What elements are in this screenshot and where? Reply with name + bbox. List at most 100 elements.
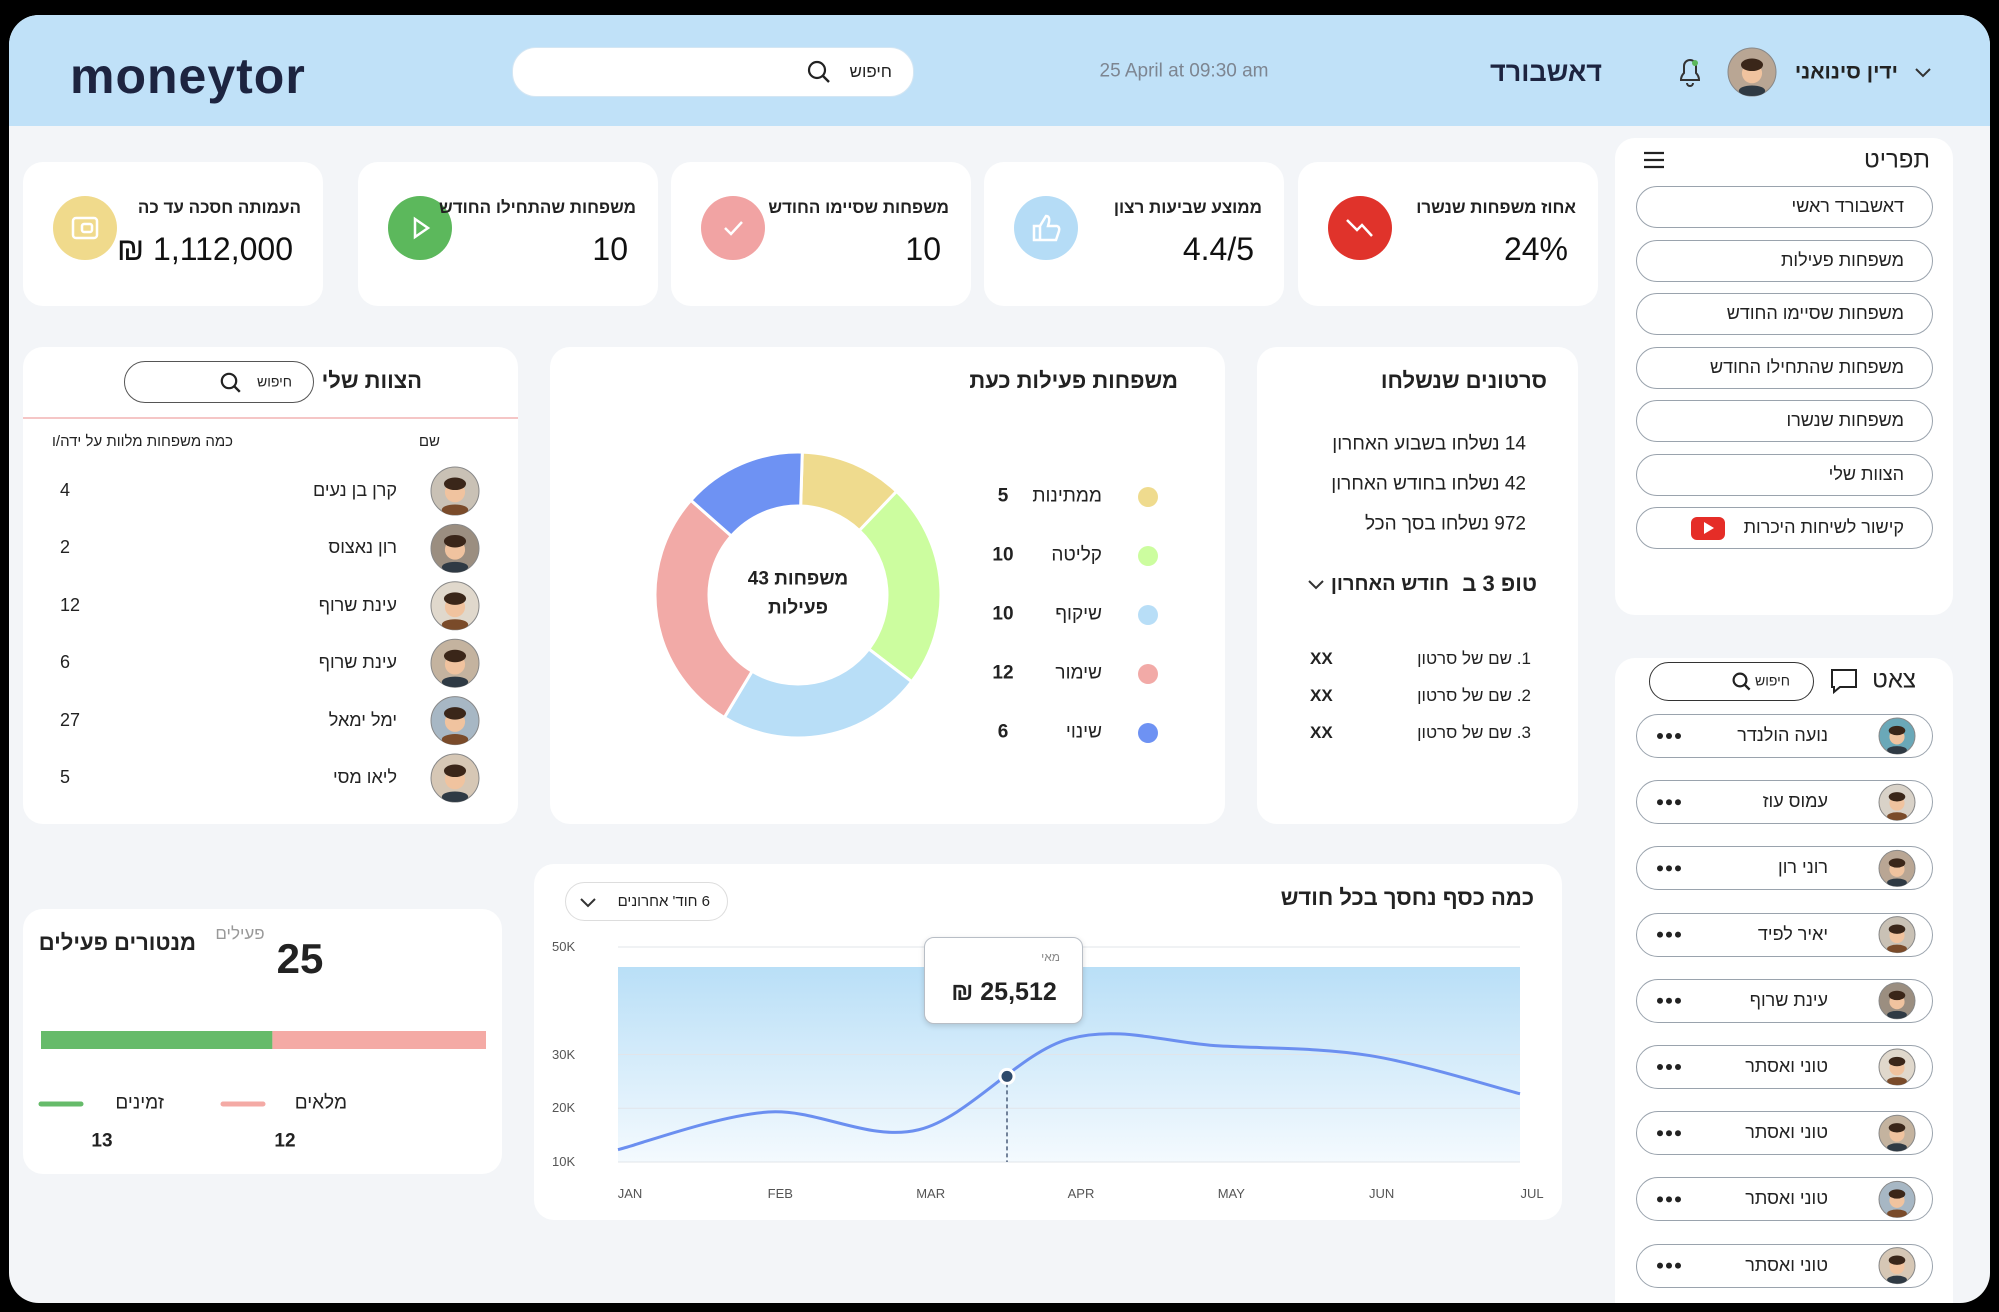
member-count: 12 [60, 595, 81, 615]
contact-name: רוני רון [1778, 857, 1828, 878]
x-tick-label: MAR [916, 1186, 946, 1202]
legend-value: 5 [997, 485, 1009, 507]
legend-value: 12 [992, 662, 1014, 684]
logo: moneytor [70, 48, 306, 104]
search-box[interactable] [512, 47, 914, 97]
x-tick-label: JUL [1520, 1186, 1544, 1202]
menu-item[interactable] [1636, 507, 1933, 549]
member-name: עינת שרוף [318, 652, 397, 673]
contact-name: טוני ואסתר [1745, 1254, 1828, 1275]
page-title: דאשבורד [1489, 56, 1603, 87]
user-name: ידין סינואני [1794, 60, 1898, 84]
legend-value: 13 [91, 1130, 113, 1152]
kpi-label: משפחות שסיימו החודש [768, 197, 949, 217]
video-stat: 14 נשלחו בשבוע האחרון [1332, 433, 1526, 455]
member-count: 5 [60, 767, 71, 788]
menu-item-label: משפחות פעילות [1780, 249, 1904, 270]
team-search[interactable] [124, 361, 314, 403]
kpi-label: משפחות שהתחילו החודש [439, 197, 636, 217]
video-count: XX [1310, 722, 1333, 742]
kpi-value: ₪ 1,112,000 [116, 230, 293, 267]
menu-item-label: משפחות שנשרו [1786, 410, 1904, 431]
mentors-count: 25 [276, 934, 324, 982]
y-tick-label: 50K [552, 939, 576, 955]
legend-value: 6 [997, 721, 1009, 743]
contact-name: עינת שרוף [1749, 990, 1828, 1010]
x-tick-label: FEB [767, 1186, 793, 1202]
kpi-label: העמותה חסכה עד כה [137, 197, 301, 217]
legend-label: שינוי [1065, 721, 1102, 743]
legend-label: שיקוף [1055, 603, 1102, 625]
menu-item[interactable] [1636, 346, 1933, 389]
y-tick-label: 30K [552, 1046, 576, 1062]
member-name: קרן בן נעים [313, 480, 397, 501]
legend-label: ממתינות [1032, 485, 1102, 507]
team-title: הצוות שלי [321, 367, 422, 393]
menu-item-label: דאשבורד ראשי [1791, 196, 1904, 217]
menu-item[interactable] [1636, 400, 1933, 442]
mentors-title: מנטורים פעילים [38, 929, 196, 955]
video-name: 2. שם של סרטון [1417, 685, 1531, 705]
chart-title: כמה כסף נחסך בכל חודש [1280, 884, 1534, 910]
kpi-label: אחוז משפחות שנשרו [1416, 197, 1576, 217]
member-name: עינת שרוף [318, 595, 397, 615]
x-tick-label: JAN [617, 1186, 643, 1202]
contact-name: יאיר לפיד [1757, 923, 1828, 944]
search-placeholder: חיפוש [257, 373, 292, 390]
legend-label: שימור [1055, 662, 1102, 684]
menu-item[interactable] [1636, 293, 1933, 335]
menu-item[interactable] [1636, 239, 1933, 282]
search-placeholder: חיפוש [1755, 672, 1790, 689]
top-period: חודש האחרון [1330, 573, 1449, 595]
x-tick-label: MAY [1217, 1186, 1245, 1202]
header-bar [9, 15, 1990, 126]
contact-name: נועה הולנדר [1737, 725, 1828, 746]
x-tick-label: JUN [1369, 1186, 1395, 1202]
donut-center: פעילות [767, 597, 829, 619]
member-name: ימל ימאל [328, 709, 397, 730]
member-count: 4 [60, 480, 71, 501]
column-header: שם [418, 433, 440, 450]
donut-card [550, 347, 1225, 824]
member-count: 27 [60, 709, 81, 730]
column-header: כמה משפחות מלוות על ידה/ו [52, 433, 234, 450]
menu-item[interactable] [1636, 186, 1933, 228]
kpi-label: ממוצע שביעות רצון [1113, 197, 1262, 217]
menu-item-label: משפחות שהתחילו החודש [1709, 356, 1904, 377]
menu-item-label: הצוות שלי [1828, 463, 1904, 484]
kpi-value: 10 [592, 230, 628, 267]
team-card [23, 347, 518, 824]
legend-value: 12 [274, 1130, 296, 1152]
member-count: 6 [60, 652, 71, 673]
member-name: רון נאצוס [328, 537, 397, 558]
member-count: 2 [60, 537, 71, 558]
chat-search[interactable] [1649, 662, 1814, 701]
video-stat: 42 נשלחו בחודש האחרון [1331, 473, 1526, 495]
member-name: ליאו מסי [332, 767, 397, 788]
search-placeholder: חיפוש [849, 61, 892, 81]
menu-item[interactable] [1636, 453, 1933, 496]
video-count: XX [1310, 648, 1333, 668]
range-label: 6 חוד' אחרונים [617, 893, 710, 910]
kpi-value: 24% [1503, 230, 1568, 267]
video-name: 1. שם של סרטון [1417, 648, 1531, 668]
legend-label: מלאים [294, 1092, 347, 1114]
menu-item-label: משפחות שסיימו החודש [1726, 303, 1904, 324]
contact-name: טוני ואסתר [1745, 1122, 1828, 1143]
mentors-count-label: פעילים [215, 923, 265, 943]
video-name: 3. שם של סרטון [1417, 722, 1531, 742]
legend-label: קליטה [1051, 544, 1102, 566]
videos-title: סרטונים שנשלחו [1380, 367, 1547, 393]
contact-name: עמוס עוז [1762, 791, 1828, 812]
video-count: XX [1310, 685, 1333, 705]
top-title: טופ 3 ב [1462, 570, 1537, 596]
contact-name: טוני ואסתר [1745, 1056, 1828, 1077]
contact-name: טוני ואסתר [1745, 1188, 1828, 1209]
menu-title: תפריט [1864, 146, 1930, 174]
y-tick-label: 10K [552, 1154, 576, 1170]
video-stat: 972 נשלחו בסך הכל [1364, 513, 1526, 535]
chart-title: משפחות פעילות כעת [969, 367, 1178, 393]
kpi-value: 4.4/5 [1182, 230, 1254, 267]
